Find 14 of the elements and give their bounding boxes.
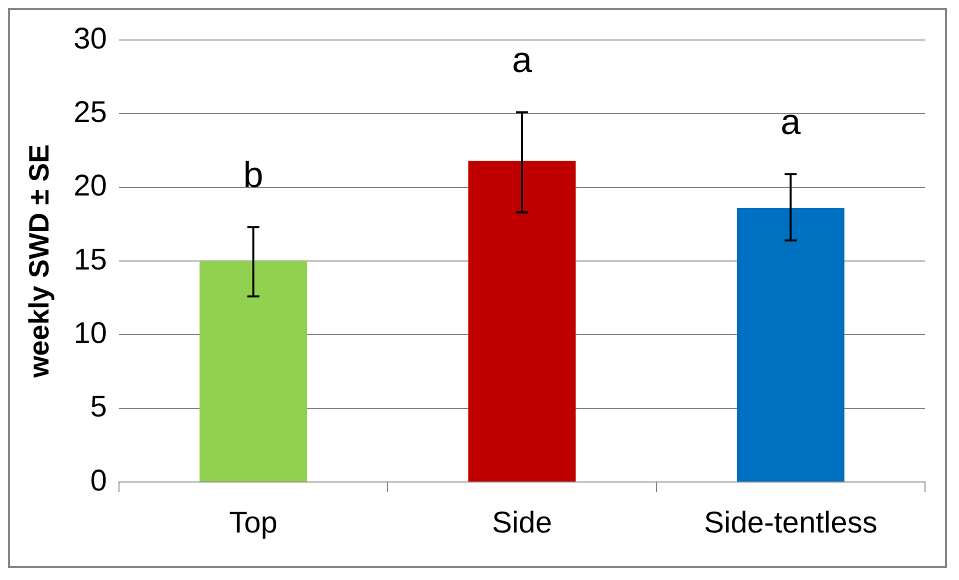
y-tick-label: 15 xyxy=(74,243,107,276)
y-tick-label: 10 xyxy=(74,316,107,350)
x-tick-label: Top xyxy=(229,506,278,540)
y-tick-label: 20 xyxy=(74,170,107,203)
annotation: b xyxy=(243,154,264,196)
y-tick-label: 30 xyxy=(74,22,107,56)
annotation: a xyxy=(512,39,533,80)
y-tick-label: 25 xyxy=(74,96,107,129)
annotation: a xyxy=(780,100,802,142)
y-tick-label: 0 xyxy=(90,464,107,498)
y-axis-title: weekly SWD ± SE xyxy=(24,144,55,379)
y-tick-label: 5 xyxy=(90,390,107,424)
x-tick-label: Side xyxy=(492,506,552,540)
x-tick-label: Side-tentless xyxy=(704,506,878,540)
